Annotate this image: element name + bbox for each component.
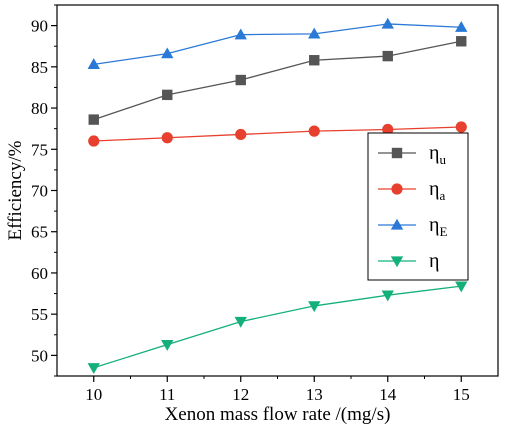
data-point <box>381 290 394 302</box>
x-tick-label: 15 <box>453 385 470 404</box>
y-tick-label: 55 <box>31 305 48 324</box>
series-E <box>87 17 468 70</box>
data-point <box>162 89 173 101</box>
data-point <box>235 74 246 86</box>
data-point <box>161 340 174 351</box>
series-line <box>93 23 462 66</box>
data-point <box>308 125 320 137</box>
legend: ηu ηa ηE η <box>367 132 469 281</box>
data-point <box>308 301 321 313</box>
data-point <box>87 363 100 374</box>
y-tick-label: 70 <box>31 182 48 201</box>
data-point <box>382 50 393 62</box>
data-point <box>88 135 100 147</box>
series-line <box>93 285 462 369</box>
data-point <box>88 114 99 125</box>
legend-label: ηE <box>429 214 447 239</box>
data-point <box>87 58 100 70</box>
data-point <box>308 27 321 39</box>
series-group <box>87 17 468 374</box>
legend-item: η <box>378 250 439 272</box>
data-point <box>309 55 320 66</box>
x-tick-label: 12 <box>232 385 249 404</box>
data-point <box>455 281 468 293</box>
data-point <box>455 121 467 133</box>
y-tick-label: 60 <box>31 264 48 283</box>
legend-box <box>367 132 469 281</box>
legend-label: ηa <box>429 178 445 203</box>
legend-item: ηE <box>378 214 447 239</box>
legend-marker <box>390 218 404 230</box>
y-tick-label: 75 <box>31 140 48 159</box>
y-tick-label: 65 <box>31 223 48 242</box>
x-tick-label: 11 <box>159 385 175 404</box>
legend-item: ηa <box>378 178 445 203</box>
data-point <box>161 132 173 144</box>
y-tick-label: 90 <box>31 17 48 36</box>
x-tick-label: 13 <box>306 385 323 404</box>
legend-marker <box>390 256 404 268</box>
data-point <box>382 123 394 136</box>
series-a <box>88 121 467 147</box>
legend-label: η <box>429 250 439 272</box>
y-tick-label: 80 <box>31 99 48 118</box>
x-tick-label: 14 <box>379 385 397 404</box>
axes: 10 11 12 13 14 15 50 55 60 65 70 75 80 85 90 <box>31 4 499 404</box>
x-tick-label: 10 <box>85 385 102 404</box>
x-axis-title: Xenon mass flow rate /(mg/s) <box>165 404 391 425</box>
legend-item: ηu <box>378 142 446 167</box>
data-point <box>456 36 467 47</box>
data-point <box>455 21 468 32</box>
legend-marker <box>391 183 403 195</box>
legend-label: ηu <box>429 142 446 167</box>
series-u <box>88 36 467 125</box>
data-point <box>234 316 247 328</box>
data-point <box>234 28 247 40</box>
y-axis-title: Efficiency/% <box>5 140 26 240</box>
data-point <box>381 17 394 29</box>
y-tick-label: 85 <box>31 58 48 77</box>
series-line <box>93 40 462 121</box>
legend-marker <box>391 147 403 159</box>
series-total <box>87 281 468 374</box>
series-line <box>93 126 462 142</box>
y-tick-label: 50 <box>31 346 48 365</box>
data-point <box>235 128 247 141</box>
data-point <box>161 47 174 59</box>
